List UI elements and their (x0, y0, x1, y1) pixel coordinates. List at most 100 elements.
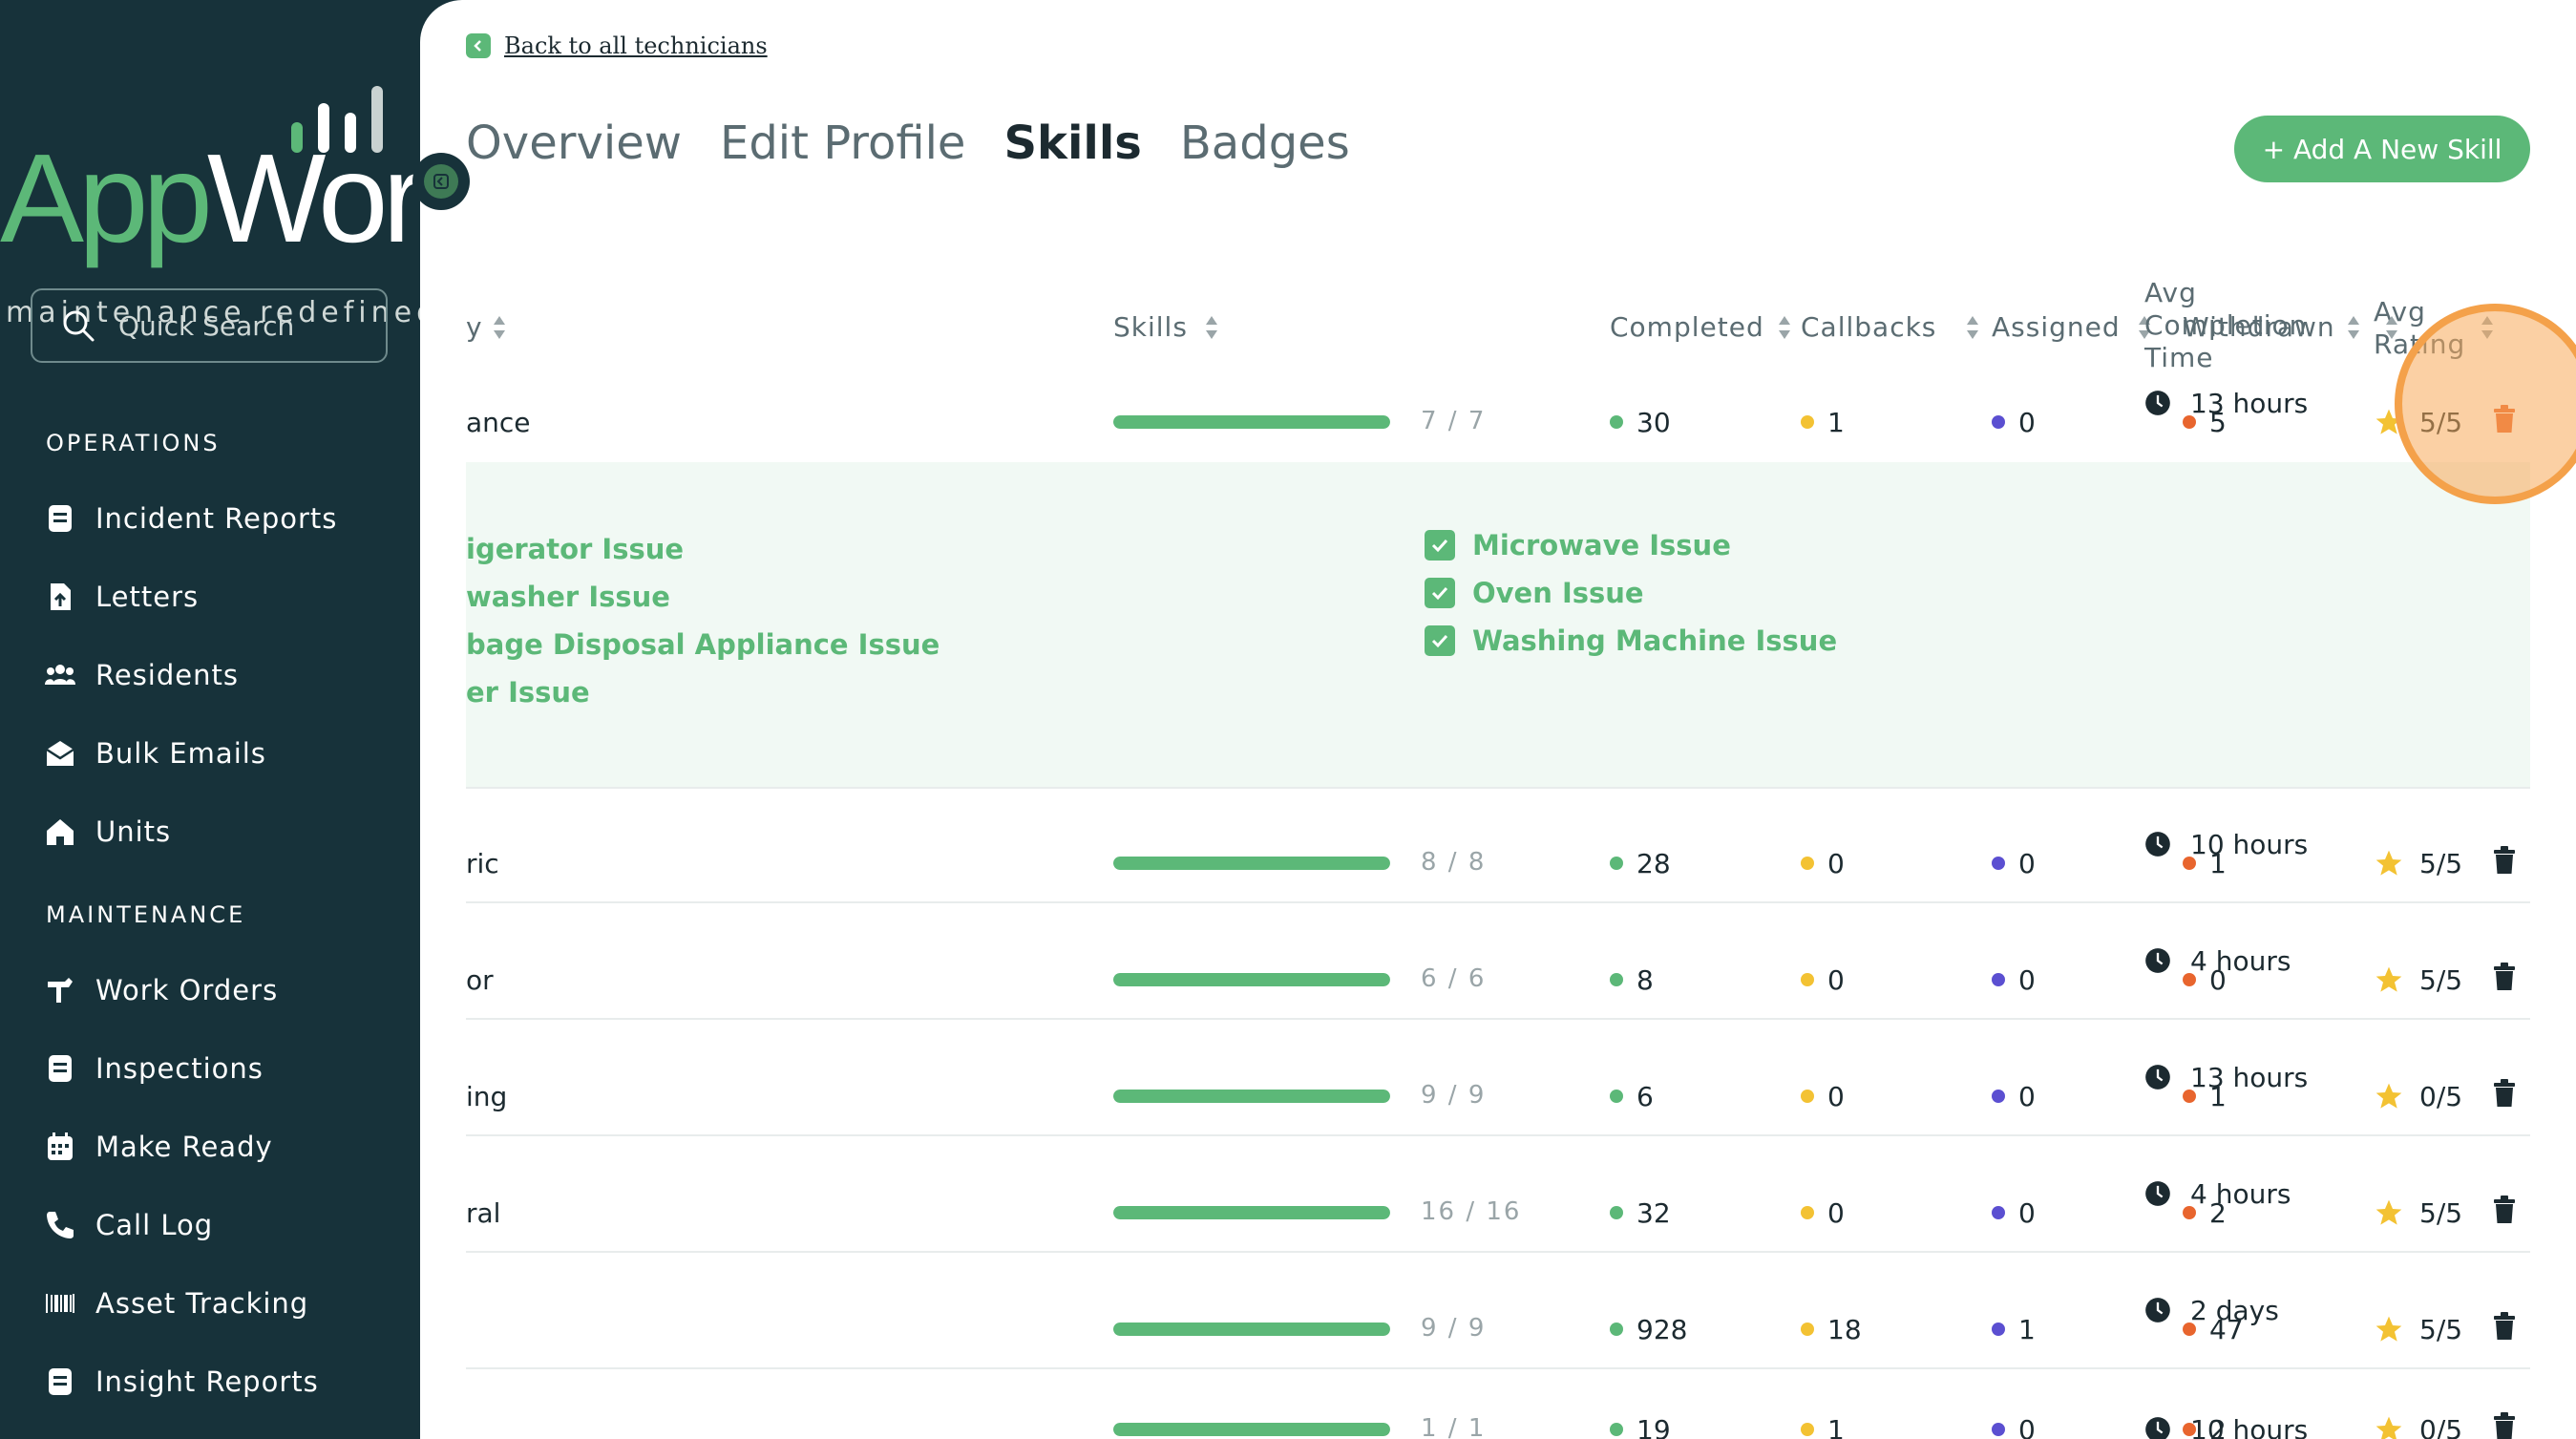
col-header-assigned[interactable]: Assigned (1992, 311, 2121, 343)
col-header-completed[interactable]: Completed (1610, 311, 1764, 343)
skills-progress-bar (1113, 1206, 1390, 1219)
star-icon (2375, 850, 2402, 876)
checkbox-checked-icon[interactable] (1425, 625, 1455, 656)
skill-item-microwave[interactable]: Microwave Issue (1425, 529, 1731, 561)
hammer-icon (48, 978, 73, 1003)
row-divider (466, 1018, 2530, 1020)
completed-cell: 19 (1610, 1410, 1671, 1439)
barcode-icon (46, 1294, 74, 1313)
star-icon (2375, 1083, 2402, 1109)
sort-icon[interactable] (493, 311, 506, 344)
row-divider (466, 1251, 2530, 1253)
callbacks-cell: 18 (1801, 1310, 1862, 1348)
time-cell: 10 hours (2144, 1410, 2308, 1439)
sort-icon[interactable] (1966, 311, 1979, 344)
collapse-sidebar-button[interactable] (412, 153, 470, 210)
nav-inspections[interactable]: Inspections (44, 1040, 264, 1097)
tab-edit-profile[interactable]: Edit Profile (719, 116, 966, 170)
tab-badges[interactable]: Badges (1179, 116, 1350, 170)
skills-progress-bar (1113, 1423, 1390, 1436)
skill-item[interactable]: er Issue (466, 676, 590, 709)
skill-item-oven[interactable]: Oven Issue (1425, 577, 1644, 609)
sort-icon[interactable] (1205, 311, 1218, 344)
completed-dot-icon (1610, 415, 1623, 429)
nav-insight-reports[interactable]: Insight Reports (44, 1353, 319, 1410)
progress-fill (1113, 857, 1390, 870)
nav-label: Units (95, 815, 172, 848)
completed-cell: 6 (1610, 1077, 1654, 1115)
sort-icon[interactable] (2347, 311, 2360, 344)
time-cell: 4 hours (2144, 942, 2291, 980)
checkbox-checked-icon[interactable] (1425, 578, 1455, 608)
delete-trash-icon[interactable] (2490, 1077, 2519, 1110)
signal-bars-icon (291, 86, 383, 153)
callbacks-cell: 0 (1801, 844, 1845, 882)
row-category: ance (466, 406, 531, 438)
delete-trash-icon[interactable] (2490, 844, 2519, 877)
rating-cell: 5/5 (2374, 1310, 2462, 1348)
nav-work-orders[interactable]: Work Orders (44, 962, 278, 1019)
quick-search[interactable] (31, 288, 388, 363)
nav-bulk-emails[interactable]: Bulk Emails (44, 725, 266, 782)
skills-progress-bar (1113, 1323, 1390, 1336)
section-title-maintenance: MAINTENANCE (46, 901, 246, 928)
col-header-withdrawn[interactable]: Withdrawn (2183, 311, 2335, 343)
nav-make-ready[interactable]: Make Ready (44, 1118, 273, 1175)
skills-ratio: 16 / 16 (1421, 1197, 1522, 1226)
withdrawn-cell: 1 (2183, 844, 2227, 882)
row-category: ric (466, 847, 499, 879)
col-header-avg-completion-time[interactable]: Avg Completion Time (2144, 277, 2308, 373)
progress-fill (1113, 415, 1390, 429)
skill-item-washing-machine[interactable]: Washing Machine Issue (1425, 624, 1837, 657)
sort-icon[interactable] (2385, 311, 2398, 344)
completed-dot-icon (1610, 1423, 1623, 1436)
callbacks-dot-icon (1801, 973, 1814, 986)
back-to-technicians-link[interactable]: Back to all technicians (466, 32, 768, 59)
star-icon (2375, 1199, 2402, 1225)
sort-icon[interactable] (2138, 311, 2151, 344)
assigned-dot-icon (1992, 1323, 2005, 1336)
nav-label: Bulk Emails (95, 737, 266, 770)
delete-trash-icon[interactable] (2490, 1410, 2519, 1439)
completed-cell: 928 (1610, 1310, 1687, 1348)
withdrawn-cell: 5 (2183, 403, 2227, 441)
skill-item[interactable]: washer Issue (466, 581, 670, 613)
tab-skills[interactable]: Skills (1003, 116, 1142, 170)
col-header-skills[interactable]: Skills (1113, 311, 1188, 343)
nav-call-log[interactable]: Call Log (44, 1196, 213, 1254)
quick-search-input[interactable] (116, 308, 369, 343)
add-new-skill-button[interactable]: + Add A New Skill (2234, 116, 2530, 182)
checkbox-checked-icon[interactable] (1425, 530, 1455, 561)
assigned-dot-icon (1992, 415, 2005, 429)
row-category: ral (466, 1196, 501, 1229)
col-header-category[interactable]: y (466, 311, 483, 343)
delete-trash-icon[interactable] (2490, 1310, 2519, 1343)
skill-item[interactable]: bage Disposal Appliance Issue (466, 628, 940, 661)
completed-cell: 32 (1610, 1194, 1671, 1232)
nav-residents[interactable]: Residents (44, 646, 239, 704)
delete-trash-icon[interactable] (2490, 961, 2519, 993)
sort-icon[interactable] (2481, 311, 2494, 344)
skills-table: y Skills Completed Callbacks Assigned Wi… (466, 267, 2530, 1439)
appwork-logo[interactable]: AppWork maintenance redefined (0, 67, 481, 329)
callbacks-dot-icon (1801, 1323, 1814, 1336)
clock-icon (2145, 1065, 2170, 1090)
completed-cell: 8 (1610, 961, 1654, 999)
nav-letters[interactable]: Letters (44, 568, 199, 625)
skill-item[interactable]: igerator Issue (466, 533, 685, 565)
star-icon (2375, 1416, 2402, 1439)
phone-icon (47, 1212, 74, 1238)
main-panel: Back to all technicians Overview Edit Pr… (420, 0, 2576, 1439)
assigned-cell: 1 (1992, 1310, 2036, 1348)
delete-trash-icon[interactable] (2490, 1194, 2519, 1226)
col-header-callbacks[interactable]: Callbacks (1801, 311, 1937, 343)
nav-asset-tracking[interactable]: Asset Tracking (44, 1275, 308, 1332)
sort-icon[interactable] (1778, 311, 1791, 344)
completed-cell: 30 (1610, 403, 1671, 441)
withdrawn-cell: 0 (2183, 961, 2227, 999)
tab-overview[interactable]: Overview (466, 116, 682, 170)
nav-incident-reports[interactable]: Incident Reports (44, 490, 337, 547)
nav-units[interactable]: Units (44, 803, 171, 860)
delete-trash-icon[interactable] (2490, 403, 2519, 435)
progress-fill (1113, 1423, 1390, 1436)
